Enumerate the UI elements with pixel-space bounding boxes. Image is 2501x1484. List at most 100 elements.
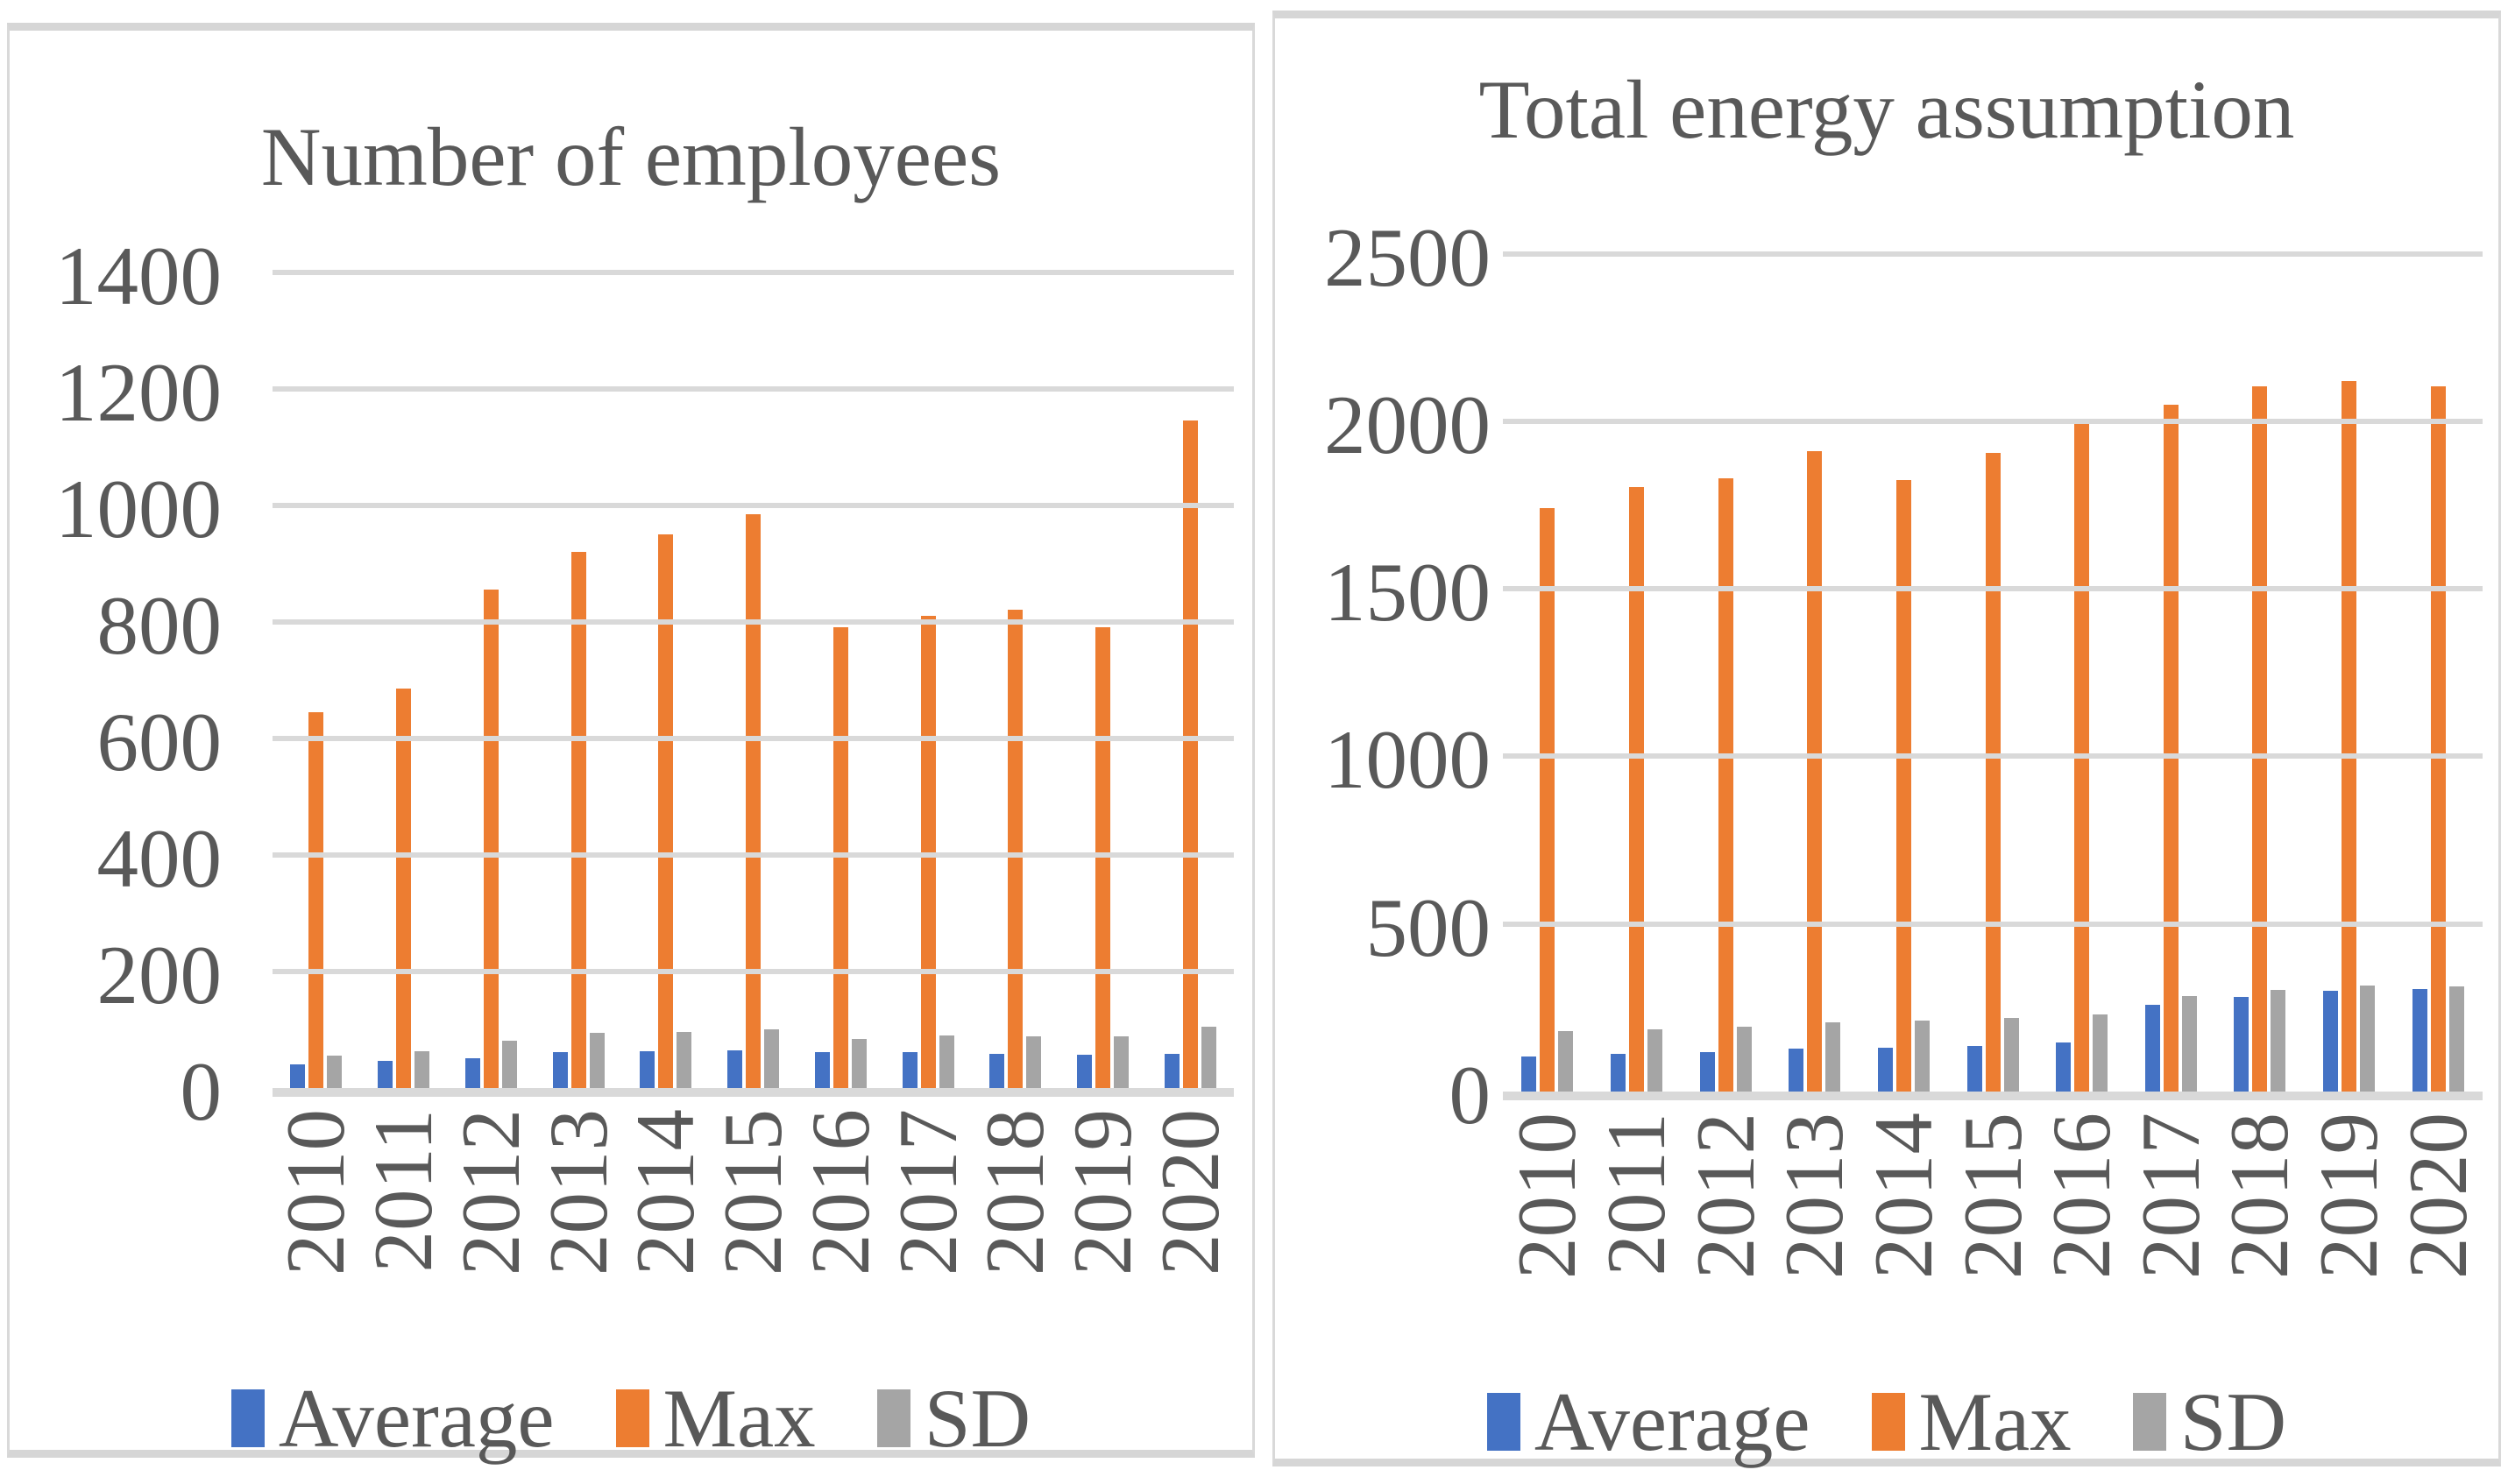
x-axis-tick-label: 2019 [2302, 1112, 2396, 1279]
y-axis: 0 200 400 600 800 1000 1200 1400 [10, 234, 273, 1133]
bar-average-2019 [1076, 1054, 1092, 1088]
bar-max-2019 [2342, 381, 2357, 1092]
x-axis-tick: 2018 [968, 1109, 1061, 1335]
x-axis-tick: 2010 [269, 1109, 362, 1335]
x-axis-tick-label: 2012 [1678, 1112, 1772, 1279]
x-axis-tick: 2015 [1945, 1112, 2039, 1339]
legend-swatch-average-icon [1486, 1392, 1520, 1451]
bar-sd-2020 [2448, 986, 2464, 1092]
bar-group-2018 [2215, 254, 2305, 1092]
legend-label: Max [662, 1371, 816, 1465]
bar-max-2015 [746, 513, 762, 1088]
y-axis-tick-label: 600 [96, 695, 223, 788]
bar-group-2013 [535, 272, 622, 1088]
chart-title: Total energy assumption [1478, 63, 2295, 156]
y-axis: 0 500 1000 1500 2000 2500 [1275, 216, 1503, 1136]
x-axis-tick: 2016 [2035, 1112, 2129, 1339]
legend-item-sd: SD [876, 1370, 1031, 1466]
chart-panel-energy: Total energy assumption 0 500 1000 1500 2000… [1272, 11, 2501, 1468]
x-axis-tick-label: 2017 [881, 1108, 974, 1276]
bar-average-2020 [2412, 988, 2427, 1092]
y-axis-tick-label: 2000 [1324, 378, 1491, 471]
x-axis-tick: 2017 [2123, 1112, 2217, 1339]
legend-swatch-max-icon [1871, 1392, 1905, 1451]
legend-item-max: Max [615, 1370, 816, 1466]
bar-average-2017 [902, 1052, 918, 1088]
gridline [273, 735, 1234, 741]
bar-sd-2019 [1113, 1036, 1129, 1088]
x-axis-tick-label: 2014 [619, 1108, 712, 1276]
bar-max-2020 [1182, 420, 1198, 1088]
bar-sd-2012 [501, 1040, 517, 1088]
bar-average-2018 [2234, 996, 2249, 1092]
bar-average-2017 [2144, 1005, 2160, 1092]
bar-average-2011 [378, 1061, 393, 1088]
bar-max-2013 [1807, 451, 1823, 1092]
gridline [1503, 921, 2483, 927]
bar-average-2016 [814, 1052, 830, 1088]
x-axis-tick-label: 2019 [1055, 1108, 1149, 1276]
gridline [273, 269, 1234, 275]
legend-label: Max [1918, 1374, 2072, 1468]
x-axis-tick: 2016 [794, 1109, 887, 1335]
bar-average-2019 [2323, 991, 2339, 1092]
bar-max-2017 [2163, 404, 2179, 1092]
bar-group-2019 [2305, 254, 2394, 1092]
bar-max-2012 [483, 590, 499, 1088]
x-axis-tick: 2012 [444, 1109, 537, 1335]
x-axis-tick: 2012 [1678, 1112, 1772, 1339]
bar-average-2014 [1877, 1047, 1893, 1092]
x-axis-tick: 2011 [1590, 1113, 1683, 1339]
bar-max-2018 [2252, 385, 2268, 1092]
bar-sd-2014 [677, 1031, 692, 1088]
x-axis-tick: 2015 [706, 1108, 800, 1335]
plot-area [273, 269, 1234, 1097]
bar-group-2017 [2126, 254, 2215, 1092]
bar-max-2015 [1985, 453, 2001, 1092]
bar-group-2018 [972, 272, 1059, 1088]
bar-group-2013 [1770, 254, 1860, 1092]
x-axis-tick-label: 2014 [1856, 1112, 1950, 1279]
legend-swatch-average-icon [230, 1389, 265, 1447]
chart-title: Number of employees [260, 110, 1002, 203]
bar-group-2015 [1948, 254, 2037, 1092]
bar-group-2016 [2037, 254, 2127, 1092]
bar-max-2020 [2430, 385, 2446, 1092]
x-axis-tick-label: 2018 [2213, 1112, 2306, 1279]
bar-average-2010 [290, 1064, 306, 1088]
gridline [273, 618, 1234, 625]
y-axis-tick-label: 1000 [55, 462, 222, 555]
x-axis-tick-label: 2015 [706, 1108, 800, 1276]
bar-average-2013 [552, 1051, 568, 1088]
x-axis-tick-label: 2015 [1945, 1112, 2039, 1279]
x-axis-tick-label: 2017 [2123, 1112, 2217, 1279]
bar-sd-2015 [764, 1028, 780, 1088]
x-axis-tick: 2020 [1144, 1109, 1236, 1335]
y-axis-tick-label: 1400 [55, 229, 222, 322]
bar-sd-2010 [1558, 1030, 1574, 1092]
bar-group-2011 [1592, 254, 1682, 1092]
bar-group-2016 [797, 272, 884, 1088]
x-axis-tick-label: 2020 [2391, 1112, 2484, 1279]
x-axis-tick: 2018 [2213, 1112, 2306, 1339]
bar-sd-2020 [1201, 1026, 1216, 1088]
plot-area [1503, 251, 2483, 1100]
y-axis-tick-label: 1000 [1324, 713, 1491, 807]
bar-sd-2018 [1026, 1036, 1042, 1088]
x-axis-tick-label: 2016 [2035, 1112, 2129, 1279]
chart-body: 0 500 1000 1500 2000 2500 2010 2011 2012 2013 201… [1275, 216, 2498, 1339]
bar-sd-2017 [2181, 995, 2197, 1092]
x-axis-tick: 2013 [532, 1109, 625, 1335]
gridline [1503, 586, 2483, 592]
gridline [273, 852, 1234, 858]
bar-group-2011 [360, 272, 448, 1088]
x-axis: 2010 2011 2012 2013 2014 2015 2016 2017 2018 2019… [1500, 1112, 2484, 1339]
gridline [1503, 418, 2483, 424]
bar-average-2010 [1521, 1056, 1537, 1092]
bar-sd-2013 [1825, 1022, 1841, 1092]
legend-swatch-sd-icon [2132, 1392, 2166, 1451]
bar-group-2014 [622, 272, 710, 1088]
bar-max-2010 [1540, 508, 1555, 1092]
gridline [273, 385, 1234, 392]
bar-max-2014 [1895, 479, 1911, 1092]
